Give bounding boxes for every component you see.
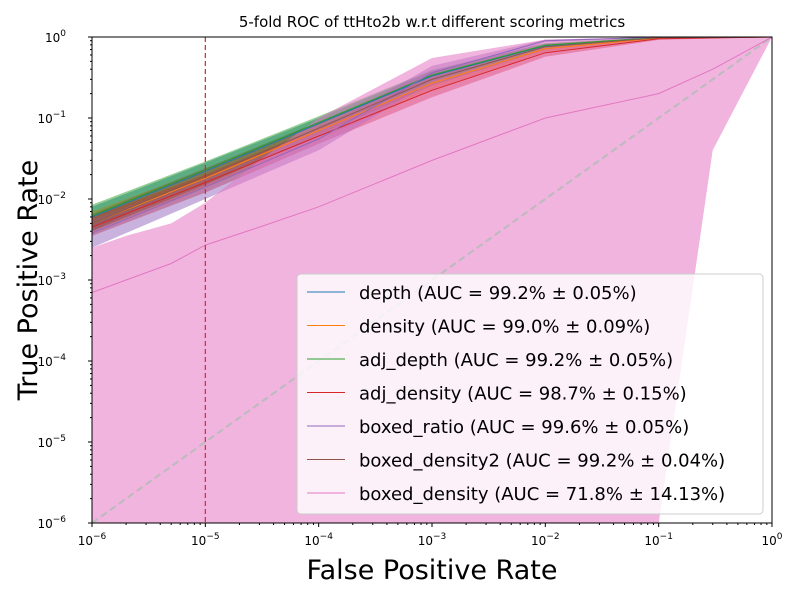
line-series-6 <box>92 37 772 293</box>
legend-label: boxed_ratio (AUC = 99.6% ± 0.05%) <box>359 417 689 438</box>
x-tick-label: 10−4 <box>304 532 333 548</box>
legend-box <box>296 273 764 515</box>
x-tick-label: 10−6 <box>78 532 107 548</box>
legend-label: boxed_density2 (AUC = 99.2% ± 0.04%) <box>359 451 725 472</box>
y-tick-label: 10−6 <box>37 515 66 531</box>
legend-label: adj_density (AUC = 98.7% ± 0.15%) <box>359 384 687 405</box>
chart-title: 5-fold ROC of ttHto2b w.r.t different sc… <box>239 13 626 31</box>
x-axis-label: False Positive Rate <box>307 555 558 586</box>
legend-label: depth (AUC = 99.2% ± 0.05%) <box>359 283 637 304</box>
legend: depth (AUC = 99.2% ± 0.05%) density (AUC … <box>296 273 764 515</box>
legend-label: adj_depth (AUC = 99.2% ± 0.05%) <box>359 350 673 371</box>
x-axis-ticks: 10−6 10−5 10−4 10−3 10−2 10−1 100 <box>78 523 783 548</box>
x-tick-label: 10−5 <box>191 532 220 548</box>
y-tick-label: 100 <box>45 29 66 45</box>
legend-label: boxed_density (AUC = 71.8% ± 14.13%) <box>359 484 725 505</box>
y-axis-label: True Positive Rate <box>13 160 44 402</box>
x-tick-label: 10−3 <box>418 532 447 548</box>
x-tick-label: 10−1 <box>644 532 673 548</box>
x-tick-label: 10−2 <box>531 532 560 548</box>
x-tick-label: 100 <box>761 532 782 548</box>
chance-diagonal-line <box>91 36 773 524</box>
y-tick-label: 10−1 <box>37 110 66 126</box>
legend-label: density (AUC = 99.0% ± 0.09%) <box>359 317 650 338</box>
y-tick-label: 10−5 <box>37 434 66 450</box>
